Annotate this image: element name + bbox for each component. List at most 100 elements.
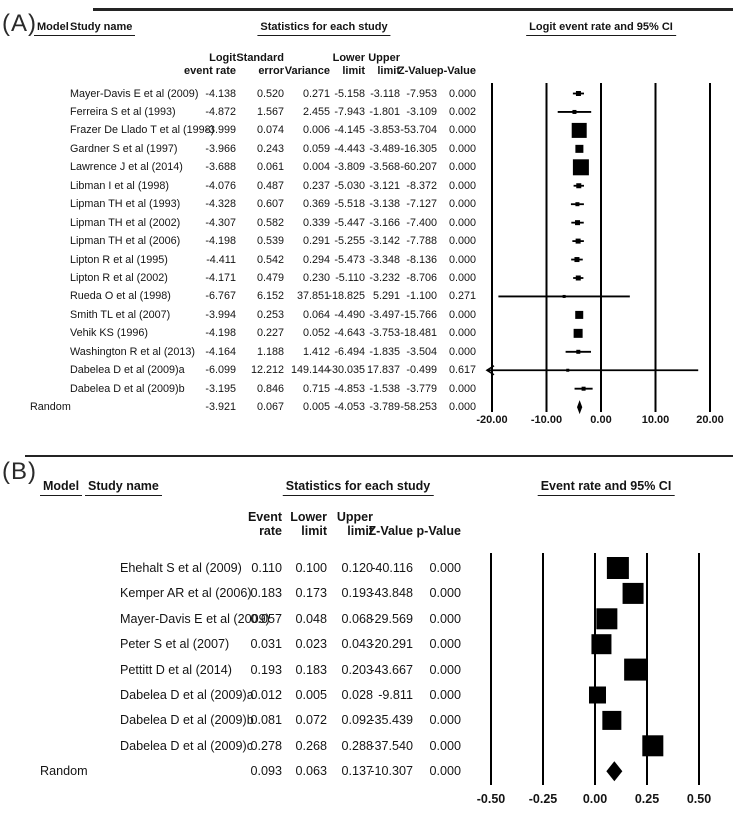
cell: -3.138 bbox=[369, 198, 400, 211]
cell: 0.072 bbox=[295, 713, 327, 728]
cell: 0.000 bbox=[448, 345, 476, 358]
cell: -3.504 bbox=[406, 345, 437, 358]
cell: -1.801 bbox=[369, 105, 400, 118]
cell: 0.288 bbox=[341, 738, 373, 753]
cell: -3.166 bbox=[369, 216, 400, 229]
cell: 0.193 bbox=[250, 662, 282, 677]
column-header: Z-Value bbox=[397, 65, 437, 78]
point-square bbox=[573, 328, 583, 338]
cell: -8.136 bbox=[406, 253, 437, 266]
cell: 0.074 bbox=[256, 124, 284, 137]
cell: 0.052 bbox=[302, 327, 330, 340]
cell: -4.643 bbox=[334, 327, 365, 340]
study-row: Lipman TH et al (2006) -4.198 0.539 0.291 -5… bbox=[0, 234, 480, 248]
study-name-column-title: Study name bbox=[67, 21, 136, 36]
cell: 0.000 bbox=[429, 586, 461, 601]
point-square bbox=[606, 557, 629, 579]
model-column-title: Model bbox=[40, 479, 83, 496]
cell: -60.207 bbox=[400, 161, 437, 174]
cell: -6.099 bbox=[205, 364, 236, 377]
cell: 0.093 bbox=[250, 764, 282, 779]
cell: -7.127 bbox=[406, 198, 437, 211]
study-row: Vehik KS (1996) -4.198 0.227 0.052 -4.643 -3.… bbox=[0, 326, 480, 340]
study-row: Mayer-Davis E et al (2009) -4.138 0.520 0.2… bbox=[0, 87, 480, 101]
cell: 0.000 bbox=[429, 611, 461, 626]
cell: 0.230 bbox=[302, 272, 330, 284]
cell: -3.994 bbox=[205, 308, 236, 321]
cell: 5.291 bbox=[372, 290, 400, 303]
cell: 0.253 bbox=[256, 308, 284, 321]
model-label: Random bbox=[30, 401, 71, 414]
cell: -43.848 bbox=[370, 586, 413, 601]
cell: -5.447 bbox=[334, 216, 365, 229]
point-square bbox=[602, 710, 622, 730]
summary-row: Random -3.921 0.067 0.005 -4.053 -3.789 -58.25… bbox=[0, 400, 480, 414]
study-name: Dabelea D et al (2009)b bbox=[120, 713, 254, 728]
cell: -4.328 bbox=[205, 198, 236, 211]
x-tick-label: 0.00 bbox=[590, 414, 612, 426]
panel-a-label: (A) bbox=[2, 10, 37, 37]
cell: -4.307 bbox=[205, 216, 236, 229]
point-square bbox=[572, 159, 589, 176]
study-name: Lipman TH et al (1993) bbox=[70, 198, 181, 211]
column-header: Z-Value bbox=[368, 524, 413, 539]
cell: -58.253 bbox=[400, 401, 437, 414]
cell: -4.198 bbox=[205, 327, 236, 340]
cell: 0.000 bbox=[448, 253, 476, 266]
cell: -35.439 bbox=[370, 713, 413, 728]
study-name: Dabelea D et al (2009)b bbox=[70, 382, 185, 395]
cell: 0.278 bbox=[250, 738, 282, 753]
cell: -9.811 bbox=[378, 688, 413, 702]
cell: 0.000 bbox=[429, 637, 461, 652]
panel-b-label: (B) bbox=[2, 458, 37, 485]
cell: 6.152 bbox=[256, 290, 284, 303]
study-name: Lipman TH et al (2006) bbox=[70, 235, 181, 248]
cell: 0.294 bbox=[302, 253, 330, 266]
cell: 0.000 bbox=[448, 235, 476, 248]
cell: -4.411 bbox=[206, 253, 236, 266]
cell: 0.000 bbox=[448, 308, 476, 321]
study-row: Lipman TH et al (1993) -4.328 0.607 0.369 -5… bbox=[0, 197, 480, 211]
model-column-title: Model bbox=[34, 21, 72, 36]
study-row: Dabelea D et al (2009)b -3.195 0.846 0.715-… bbox=[0, 382, 480, 396]
cell: -3.232 bbox=[369, 272, 400, 284]
cell: 0.000 bbox=[429, 662, 461, 677]
point-square bbox=[624, 658, 647, 681]
study-name: Lipton R et al (1995) bbox=[70, 253, 168, 266]
column-header: Lower limit bbox=[290, 509, 327, 539]
cell: -16.305 bbox=[400, 142, 437, 155]
cell: 0.000 bbox=[448, 198, 476, 211]
cell: -4.171 bbox=[205, 272, 236, 284]
cell: -3.118 bbox=[370, 87, 400, 100]
cell: 0.023 bbox=[295, 637, 327, 652]
cell: -3.999 bbox=[205, 124, 236, 137]
cell: -4.198 bbox=[205, 235, 236, 248]
cell: 0.243 bbox=[256, 142, 284, 155]
study-name: Dabelea D et al (2009)a bbox=[70, 364, 185, 377]
cell: -3.809 bbox=[334, 161, 365, 174]
study-name: Gardner S et al (1997) bbox=[70, 142, 178, 155]
study-row: Lipton R et al (1995) -4.411 0.542 0.294 -5.… bbox=[0, 253, 480, 267]
cell: 0.000 bbox=[429, 688, 461, 702]
cell: 0.137 bbox=[341, 764, 373, 779]
cell: -3.921 bbox=[205, 401, 236, 414]
cell: -3.497 bbox=[369, 308, 400, 321]
cell: 1.188 bbox=[256, 345, 284, 358]
study-name: Smith TL et al (2007) bbox=[70, 308, 171, 321]
cell: -5.030 bbox=[334, 179, 365, 192]
cell: 0.291 bbox=[302, 235, 330, 248]
point-square bbox=[588, 686, 606, 704]
cell: -3.195 bbox=[205, 382, 236, 395]
cell: -3.688 bbox=[205, 161, 236, 174]
cell: -30.035 bbox=[328, 364, 365, 377]
cell: 0.000 bbox=[448, 142, 476, 155]
cell: -18.825 bbox=[328, 290, 365, 303]
cell: 0.271 bbox=[302, 87, 330, 100]
study-name: Lipman TH et al (2002) bbox=[70, 216, 181, 229]
study-name: Kemper AR et al (2006) bbox=[120, 586, 252, 601]
study-row: Mayer-Davis E et al (2009) 0.057 0.048 0.06… bbox=[0, 611, 480, 627]
point-square bbox=[575, 220, 581, 226]
cell: 0.487 bbox=[256, 179, 284, 192]
point-square bbox=[575, 144, 584, 153]
cell: 0.000 bbox=[448, 179, 476, 192]
